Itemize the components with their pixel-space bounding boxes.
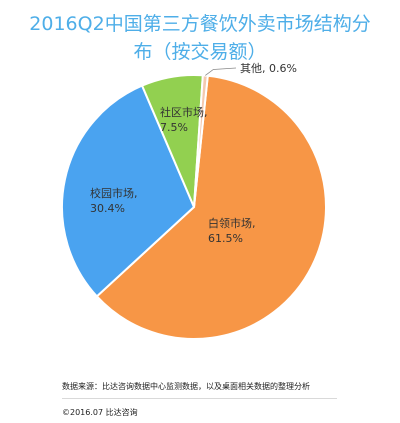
- slice-label-other: 其他, 0.6%: [240, 62, 297, 75]
- leader-line-other: [205, 67, 237, 76]
- slice-label-name: 校园市场,: [90, 186, 138, 200]
- slice-label-value: 7.5%: [160, 121, 188, 134]
- slice-white-collar: [95, 74, 327, 340]
- footer-divider: [62, 398, 337, 399]
- chart-title-line2: 布（按交易额）: [133, 41, 267, 63]
- slice-label-name: 社区市场,: [160, 105, 208, 119]
- chart-title: 2016Q2中国第三方餐饮外卖市场结构分 布（按交易额）: [0, 10, 400, 66]
- slice-campus: [61, 84, 196, 298]
- copyright-note: ©2016.07 比达咨询: [62, 408, 138, 417]
- slice-label-value: 61.5%: [208, 232, 243, 245]
- slice-label-value: 30.4%: [90, 202, 125, 215]
- data-source-note: 数据来源：比达咨询数据中心监测数据，以及桌面相关数据的整理分析: [62, 382, 310, 391]
- slice-label-name: 白领市场,: [208, 216, 256, 230]
- chart-title-line1: 2016Q2中国第三方餐饮外卖市场结构分: [29, 13, 371, 35]
